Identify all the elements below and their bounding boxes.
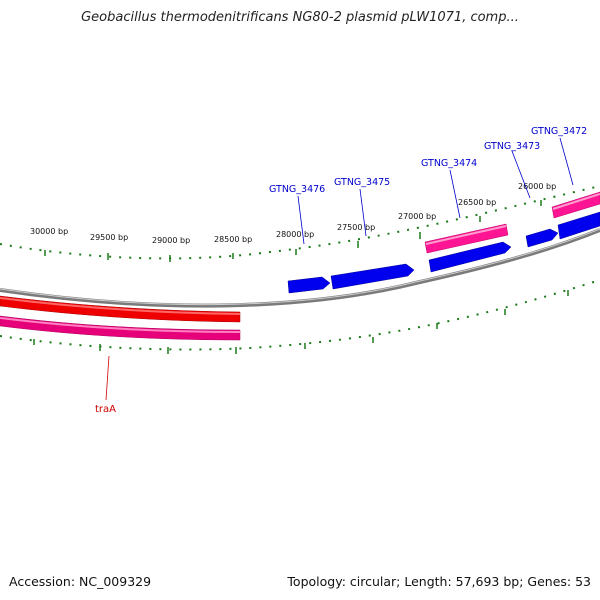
plasmid-map: 30000 bp 29500 bp 29000 bp 28500 bp 2800… [0, 0, 600, 600]
gene-label-GTNG_3475[interactable]: GTNG_3475 [334, 177, 390, 188]
scale-label-29500: 29500 bp [90, 233, 128, 242]
gene-label-GTNG_3472[interactable]: GTNG_3472 [531, 126, 587, 137]
gene-label-traA[interactable]: traA [95, 404, 116, 415]
accession-text: Accession: NC_009329 [9, 574, 151, 589]
scale-label-28000: 28000 bp [276, 230, 314, 239]
scale-label-28500: 28500 bp [214, 235, 252, 244]
traA-leader-line [106, 356, 109, 400]
gene-label-GTNG_3474[interactable]: GTNG_3474 [421, 158, 477, 169]
gene-label-GTNG_3476[interactable]: GTNG_3476 [269, 184, 325, 195]
forward-gene-GTNG_3473[interactable] [526, 229, 558, 247]
scale-label-30000: 30000 bp [30, 227, 68, 236]
forward-gene-GTNG_3476[interactable] [288, 277, 330, 293]
scale-label-26500: 26500 bp [458, 198, 496, 207]
scale-label-27000: 27000 bp [398, 212, 436, 221]
forward-gene-GTNG_3472[interactable] [558, 212, 600, 239]
scale-label-29000: 29000 bp [152, 236, 190, 245]
summary-text: Topology: circular; Length: 57,693 bp; G… [287, 574, 591, 589]
scale-label-26000: 26000 bp [518, 182, 556, 191]
scale-label-27500: 27500 bp [337, 223, 375, 232]
gene-label-GTNG_3473[interactable]: GTNG_3473 [484, 141, 540, 152]
